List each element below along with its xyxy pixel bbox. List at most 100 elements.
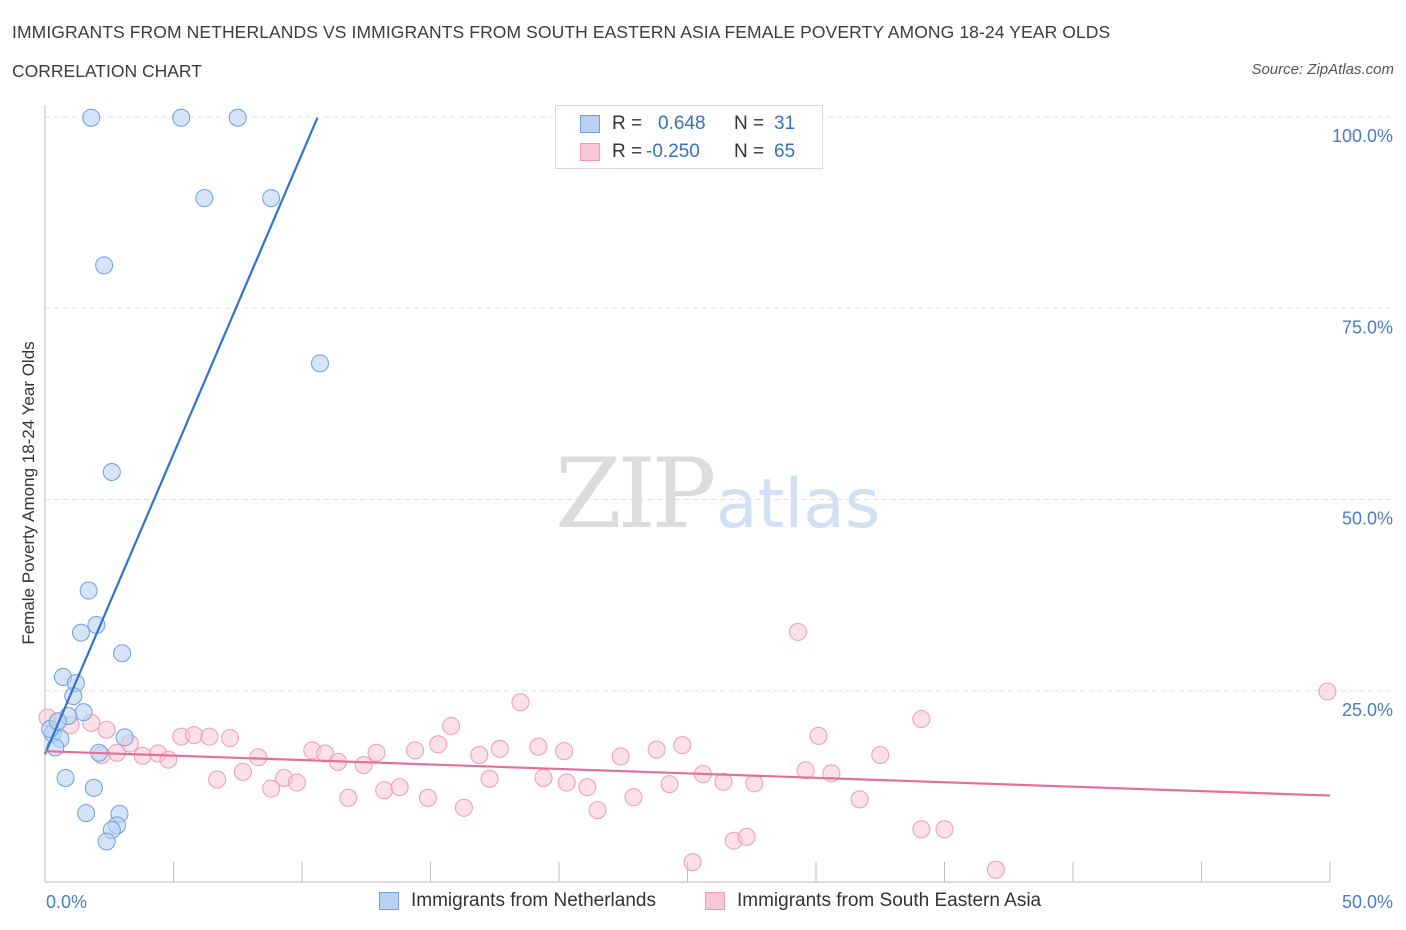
- data-point-se-asia: [737, 827, 756, 846]
- trend-line-netherlands: [43, 117, 319, 755]
- data-point-se-asia: [683, 853, 702, 872]
- data-point-netherlands: [84, 778, 103, 797]
- data-point-se-asia: [454, 798, 473, 817]
- y-axis-label: Female Poverty Among 18-24 Year Olds: [19, 341, 38, 644]
- n-value: 65: [774, 141, 796, 162]
- legend-label-netherlands: Immigrants from Netherlands: [411, 890, 656, 911]
- legend-label-se-asia: Immigrants from South Eastern Asia: [737, 890, 1042, 911]
- legend-swatch-pink: [705, 892, 725, 910]
- legend-row-se-asia: R = -0.250 N = 65: [580, 139, 795, 165]
- data-point-se-asia: [233, 762, 252, 781]
- data-point-se-asia: [850, 790, 869, 809]
- data-point-se-asia: [912, 820, 931, 839]
- data-point-se-asia: [871, 746, 890, 765]
- r-value: 0.648: [658, 113, 706, 134]
- legend-swatch-pink: [580, 143, 600, 161]
- chart-subtitle: CORRELATION CHART: [12, 61, 202, 81]
- data-point-se-asia: [529, 737, 548, 756]
- source-credit: Source: ZipAtlas.com: [1251, 61, 1394, 78]
- data-point-se-asia: [470, 746, 489, 765]
- bottom-legend-se-asia: Immigrants from South Eastern Asia: [705, 890, 1041, 912]
- data-point-netherlands: [172, 108, 191, 127]
- data-point-se-asia: [745, 774, 764, 793]
- data-point-netherlands: [113, 644, 132, 663]
- legend-swatch-blue: [580, 115, 600, 133]
- y-tick-label: 100.0%: [1332, 126, 1393, 146]
- data-point-se-asia: [208, 770, 227, 789]
- legend-swatch-blue: [379, 892, 399, 910]
- bottom-legend-netherlands: Immigrants from Netherlands: [379, 890, 656, 912]
- data-point-se-asia: [912, 710, 931, 729]
- data-point-se-asia: [647, 740, 666, 759]
- data-point-netherlands: [79, 581, 98, 600]
- data-point-netherlands: [74, 703, 93, 722]
- data-point-se-asia: [555, 742, 574, 761]
- data-point-netherlands: [48, 712, 67, 731]
- data-point-se-asia: [809, 726, 828, 745]
- correlation-legend: R = 0.648 N = 31 R = -0.250 N = 65: [555, 105, 823, 169]
- watermark-zip-text: ZIP: [555, 438, 714, 550]
- x-tick-label: 50.0%: [1342, 892, 1393, 912]
- y-tick-labels: 25.0% 50.0% 75.0% 100.0%: [1332, 126, 1393, 720]
- data-point-se-asia: [480, 769, 499, 788]
- data-point-se-asia: [557, 773, 576, 792]
- r-label: R =: [612, 141, 643, 162]
- data-point-netherlands: [56, 768, 75, 787]
- data-point-se-asia: [221, 729, 240, 748]
- data-point-se-asia: [935, 820, 954, 839]
- data-point-se-asia: [339, 788, 358, 807]
- data-point-se-asia: [200, 727, 219, 746]
- data-point-se-asia: [534, 768, 553, 787]
- pink-series-points: [38, 622, 1337, 879]
- data-point-se-asia: [375, 781, 394, 800]
- data-point-netherlands: [310, 354, 329, 373]
- data-point-se-asia: [1318, 682, 1337, 701]
- data-point-se-asia: [418, 788, 437, 807]
- data-point-netherlands: [228, 108, 247, 127]
- data-point-netherlands: [262, 189, 281, 208]
- y-tick-label: 75.0%: [1342, 317, 1393, 337]
- r-label: R =: [612, 113, 643, 134]
- y-tick-label: 50.0%: [1342, 509, 1393, 529]
- x-tick-label: 0.0%: [46, 892, 87, 912]
- blue-series-points: [41, 108, 329, 851]
- data-point-se-asia: [660, 775, 679, 794]
- data-point-se-asia: [316, 744, 335, 763]
- zipatlas-watermark: ZIP atlas: [555, 438, 880, 550]
- n-label: N =: [734, 141, 765, 162]
- data-point-netherlands: [97, 832, 116, 851]
- data-point-se-asia: [390, 778, 409, 797]
- data-point-netherlands: [195, 189, 214, 208]
- watermark-atlas-text: atlas: [716, 465, 880, 544]
- data-point-netherlands: [71, 623, 90, 642]
- data-point-se-asia: [185, 726, 204, 745]
- n-value: 31: [774, 113, 796, 134]
- data-point-se-asia: [588, 801, 607, 820]
- x-tick-labels: 0.0% 50.0%: [46, 892, 1393, 912]
- chart-title: IMMIGRANTS FROM NETHERLANDS VS IMMIGRANT…: [12, 22, 1111, 42]
- data-point-netherlands: [77, 804, 96, 823]
- data-point-se-asia: [986, 860, 1005, 879]
- data-point-se-asia: [406, 741, 425, 760]
- data-point-se-asia: [287, 773, 306, 792]
- data-point-se-asia: [159, 750, 178, 769]
- y-tick-label: 25.0%: [1342, 700, 1393, 720]
- data-point-se-asia: [611, 747, 630, 766]
- trend-line-se-asia: [44, 750, 1331, 797]
- data-point-se-asia: [262, 779, 281, 798]
- data-point-se-asia: [714, 772, 733, 791]
- r-value: -0.250: [646, 141, 700, 162]
- data-point-netherlands: [102, 462, 121, 481]
- data-point-netherlands: [82, 108, 101, 127]
- data-point-se-asia: [429, 735, 448, 754]
- data-point-se-asia: [97, 720, 116, 739]
- trend-lines: [43, 117, 1331, 797]
- data-point-se-asia: [442, 716, 461, 735]
- data-point-se-asia: [578, 778, 597, 797]
- data-point-se-asia: [490, 739, 509, 758]
- n-label: N =: [734, 113, 765, 134]
- data-point-se-asia: [511, 693, 530, 712]
- data-point-netherlands: [115, 728, 134, 747]
- data-point-se-asia: [624, 788, 643, 807]
